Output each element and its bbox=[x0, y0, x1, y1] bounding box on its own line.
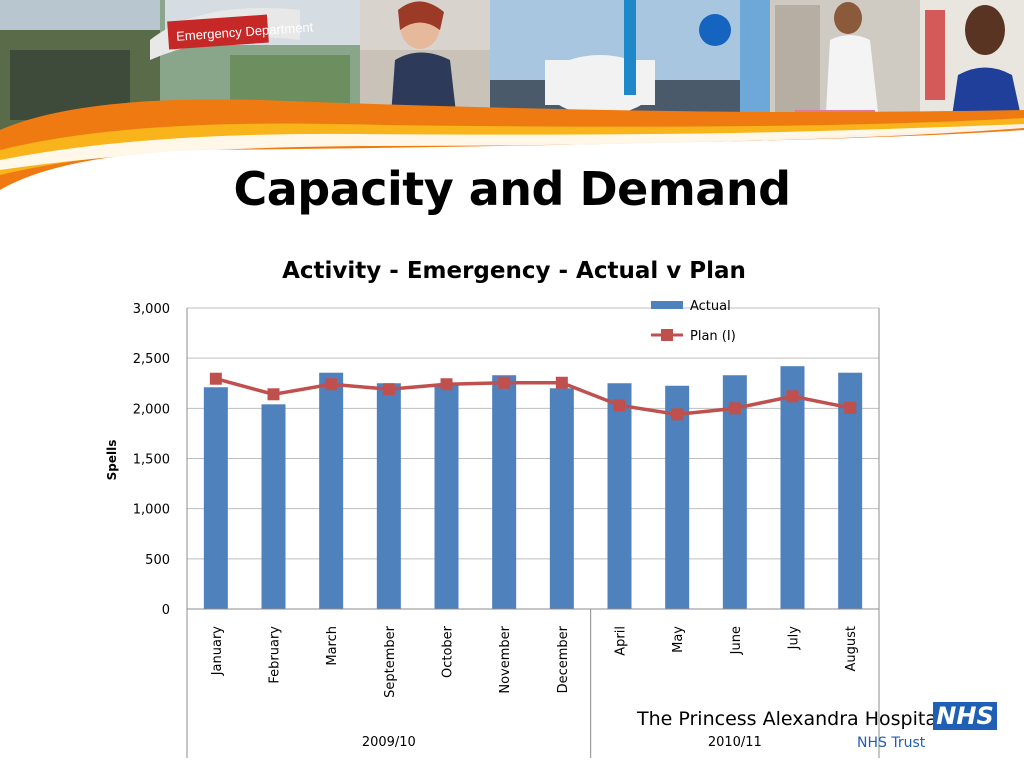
plan-series-line bbox=[215, 377, 851, 417]
x-tick-label: March bbox=[325, 626, 340, 666]
actual-bar bbox=[434, 384, 459, 609]
x-axis-ticks: January February March September October Nove… bbox=[210, 625, 859, 698]
x-tick-label: August bbox=[844, 626, 859, 672]
actual-bar bbox=[492, 375, 517, 609]
plan-marker bbox=[786, 390, 799, 403]
actual-bar bbox=[780, 366, 805, 609]
nhs-logo: NHS bbox=[933, 702, 997, 730]
x-tick-label: November bbox=[498, 625, 513, 693]
x-tick-label: June bbox=[729, 626, 744, 655]
plan-marker bbox=[844, 401, 857, 414]
plan-marker bbox=[498, 376, 511, 389]
y-tick-label: 500 bbox=[145, 553, 170, 568]
actual-bar bbox=[203, 387, 228, 609]
x-tick-label: May bbox=[671, 626, 686, 653]
y-tick-label: 2,000 bbox=[133, 402, 170, 417]
plan-marker bbox=[613, 399, 626, 412]
y-tick-label: 3,000 bbox=[133, 302, 170, 317]
plan-line bbox=[209, 372, 857, 421]
header-banner: Emergency Department bbox=[0, 0, 1024, 190]
plan-marker bbox=[440, 378, 453, 391]
activity-chart: Activity - Emergency - Actual v Plan Spe… bbox=[105, 258, 880, 758]
plan-marker bbox=[209, 372, 222, 385]
plan-marker bbox=[671, 408, 684, 421]
y-tick-label: 0 bbox=[162, 603, 170, 618]
legend-plan-label: Plan (I) bbox=[690, 329, 736, 344]
actual-bar bbox=[665, 385, 690, 609]
x-tick-label: February bbox=[268, 626, 283, 684]
y-axis-ticks: 0 500 1,000 1,500 2,000 2,500 3,000 bbox=[133, 302, 170, 618]
x-tick-label: April bbox=[614, 626, 629, 656]
y-axis-label: Spells bbox=[105, 440, 119, 481]
chart-title: Activity - Emergency - Actual v Plan bbox=[282, 258, 746, 284]
nhs-trust-label: NHS Trust bbox=[857, 735, 926, 751]
actual-bar bbox=[319, 372, 344, 609]
emergency-department-photo: Emergency Department bbox=[0, 0, 360, 130]
y-tick-label: 1,000 bbox=[133, 503, 170, 518]
x-tick-label: December bbox=[556, 625, 571, 693]
axes bbox=[186, 308, 880, 758]
legend-plan-marker bbox=[661, 329, 673, 341]
pharmacist-photo bbox=[770, 0, 920, 130]
chart-legend: Actual Plan (I) bbox=[651, 299, 736, 344]
actual-bar bbox=[376, 383, 401, 609]
slide-title: Capacity and Demand bbox=[233, 162, 791, 216]
plan-marker bbox=[382, 383, 395, 396]
x-tick-label: January bbox=[210, 626, 225, 677]
plan-marker bbox=[555, 376, 568, 389]
group-label: 2010/11 bbox=[708, 735, 762, 750]
x-tick-label: July bbox=[787, 626, 802, 651]
x-axis-groups: 2009/10 2010/11 bbox=[362, 609, 762, 758]
legend-actual-swatch bbox=[651, 301, 683, 309]
x-tick-label: September bbox=[383, 625, 398, 698]
gridlines bbox=[187, 307, 879, 560]
actual-bar bbox=[607, 383, 632, 609]
hospital-name: The Princess Alexandra Hospital bbox=[637, 708, 943, 730]
legend-actual-label: Actual bbox=[690, 299, 731, 314]
y-tick-label: 1,500 bbox=[133, 453, 170, 468]
actual-bars bbox=[203, 366, 863, 609]
actual-bar bbox=[549, 388, 574, 609]
birthing-pool-photo bbox=[490, 0, 770, 130]
plan-marker bbox=[267, 388, 280, 401]
group-label: 2009/10 bbox=[362, 735, 416, 750]
y-tick-label: 2,500 bbox=[133, 352, 170, 367]
plan-marker bbox=[325, 378, 338, 391]
plan-marker bbox=[728, 402, 741, 415]
actual-bar bbox=[261, 404, 286, 609]
x-tick-label: October bbox=[441, 625, 456, 678]
